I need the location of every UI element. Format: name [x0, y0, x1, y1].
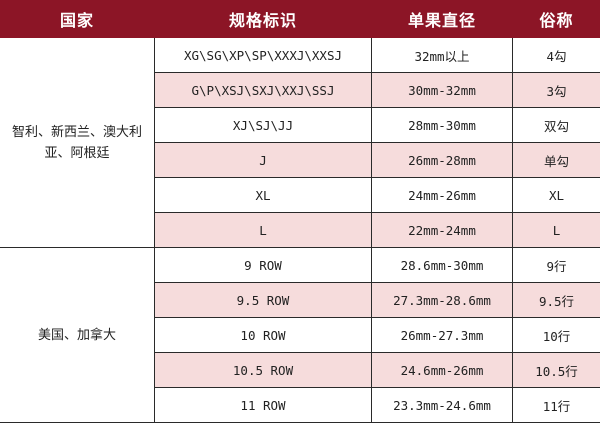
table-row: 美国、加拿大 9 ROW 28.6mm-30mm 9行: [0, 247, 600, 423]
name-cell: 单勾: [512, 142, 600, 178]
name-cell: L: [512, 212, 600, 248]
diameter-cell: 22mm-24mm: [371, 212, 513, 248]
spec-cell: 10.5 ROW: [154, 352, 372, 388]
spec-cell: L: [154, 212, 372, 248]
spec-cell: 10 ROW: [154, 317, 372, 353]
table-row: L 22mm-24mm L: [0, 212, 600, 248]
country-cell: 美国、加拿大: [0, 247, 155, 423]
diameter-cell: 23.3mm-24.6mm: [371, 387, 513, 423]
name-cell: 10行: [512, 317, 600, 353]
table-row: 9.5 ROW 27.3mm-28.6mm 9.5行: [0, 282, 600, 318]
header-diameter: 单果直径: [371, 0, 513, 38]
table-row: XJ\SJ\JJ 28mm-30mm 双勾: [0, 107, 600, 143]
name-cell: 4勾: [512, 37, 600, 73]
diameter-cell: 24mm-26mm: [371, 177, 513, 213]
diameter-cell: 27.3mm-28.6mm: [371, 282, 513, 318]
header-country: 国家: [0, 0, 155, 38]
diameter-cell: 28mm-30mm: [371, 107, 513, 143]
spec-cell: 9.5 ROW: [154, 282, 372, 318]
table-row: G\P\XSJ\SXJ\XXJ\SSJ 30mm-32mm 3勾: [0, 72, 600, 108]
name-cell: 10.5行: [512, 352, 600, 388]
spec-cell: XJ\SJ\JJ: [154, 107, 372, 143]
spec-cell: 9 ROW: [154, 247, 372, 283]
name-cell: 9.5行: [512, 282, 600, 318]
spec-cell: J: [154, 142, 372, 178]
header-name: 俗称: [512, 0, 600, 38]
country-cell: 智利、新西兰、澳大利亚、阿根廷: [0, 37, 155, 248]
name-cell: 9行: [512, 247, 600, 283]
diameter-cell: 30mm-32mm: [371, 72, 513, 108]
name-cell: 3勾: [512, 72, 600, 108]
table-row: 智利、新西兰、澳大利亚、阿根廷 XG\SG\XP\SP\XXXJ\XXSJ 32mm…: [0, 37, 600, 248]
spec-cell: XL: [154, 177, 372, 213]
diameter-cell: 32mm以上: [371, 37, 513, 73]
spec-cell: 11 ROW: [154, 387, 372, 423]
diameter-cell: 26mm-28mm: [371, 142, 513, 178]
header-row: 国家 规格标识 单果直径 俗称: [0, 0, 600, 38]
spec-cell: G\P\XSJ\SXJ\XXJ\SSJ: [154, 72, 372, 108]
diameter-cell: 24.6mm-26mm: [371, 352, 513, 388]
diameter-cell: 26mm-27.3mm: [371, 317, 513, 353]
table-row: J 26mm-28mm 单勾: [0, 142, 600, 178]
name-cell: 11行: [512, 387, 600, 423]
name-cell: 双勾: [512, 107, 600, 143]
name-cell: XL: [512, 177, 600, 213]
spec-cell: XG\SG\XP\SP\XXXJ\XXSJ: [154, 37, 372, 73]
header-spec: 规格标识: [154, 0, 372, 38]
diameter-cell: 28.6mm-30mm: [371, 247, 513, 283]
